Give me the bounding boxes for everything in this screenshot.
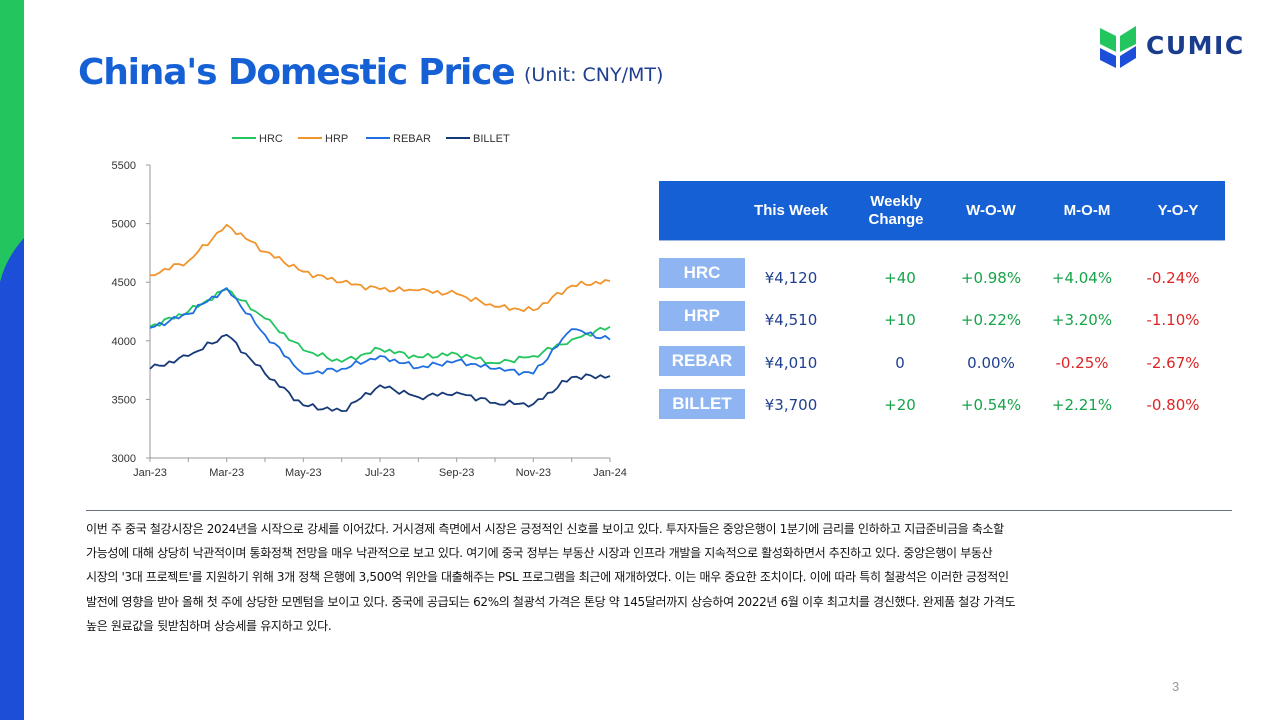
logo-text: CUMIC	[1146, 30, 1245, 60]
table-header-separator	[659, 240, 1225, 241]
cell-weekly-change: +10	[884, 311, 916, 329]
series-line-rebar	[149, 287, 611, 376]
row-label-hrp: HRP	[659, 301, 745, 331]
cell-mom: +2.21%	[1051, 396, 1113, 414]
series-line-hrp	[150, 223, 611, 312]
cell-weekly-change: +40	[884, 269, 916, 287]
cell-yoy: -1.10%	[1146, 311, 1200, 329]
section-divider	[86, 510, 1232, 511]
x-tick-label: Nov-23	[516, 467, 551, 479]
y-tick-label: 4500	[112, 277, 136, 289]
x-tick-label: Jul-23	[365, 467, 395, 479]
chart-axes: 3000 3500 4000 4500 5000 5500 Jan-23 Mar-23 May-…	[112, 160, 627, 479]
cell-this-week: ¥4,510	[764, 311, 818, 329]
y-tick-label: 4000	[112, 336, 136, 348]
chart-series	[149, 223, 611, 412]
cell-wow: +0.22%	[960, 311, 1022, 329]
commentary-line: 이번 주 중국 철강시장은 2024년을 시작으로 강세를 이어갔다. 거시경제…	[86, 522, 1004, 536]
chart-legend: HRC HRP REBAR BILLET	[232, 133, 510, 145]
leaf-logo-icon	[1100, 26, 1136, 68]
series-line-hrc	[149, 288, 611, 365]
commentary-line: 높은 원료값을 뒷받침하며 상승세를 유지하고 있다.	[86, 618, 332, 633]
price-line-chart: HRC HRP REBAR BILLET 3000 3500 4000 4500 5000 55…	[112, 133, 627, 479]
cell-this-week: ¥4,120	[764, 269, 818, 287]
legend-label: HRC	[259, 133, 283, 145]
legend-label: REBAR	[393, 133, 431, 145]
header-yoy: Y-O-Y	[1157, 201, 1199, 219]
y-tick-label: 3000	[112, 453, 136, 465]
cell-yoy: -0.80%	[1146, 396, 1200, 414]
cell-weekly-change: 0	[895, 354, 905, 372]
cell-mom: +3.20%	[1051, 311, 1113, 329]
side-accent-bar	[0, 0, 24, 720]
cell-weekly-change: +20	[884, 396, 916, 414]
row-label-hrc: HRC	[659, 258, 745, 288]
header-weekly-change: Weekly Change	[868, 192, 924, 228]
cell-this-week: ¥4,010	[764, 354, 818, 372]
x-tick-label: Jan-24	[593, 467, 627, 479]
x-tick-label: Mar-23	[209, 467, 244, 479]
x-tick-label: Jan-23	[133, 467, 167, 479]
cell-mom: -0.25%	[1055, 354, 1109, 372]
header-mom: M-O-M	[1063, 201, 1111, 219]
legend-label: BILLET	[473, 133, 510, 145]
cell-wow: +0.54%	[960, 396, 1022, 414]
y-tick-label: 5000	[112, 219, 136, 231]
page-title: China's Domestic Price	[78, 52, 516, 93]
cell-yoy: -0.24%	[1146, 269, 1200, 287]
cell-yoy: -2.67%	[1146, 354, 1200, 372]
cell-wow: 0.00%	[967, 354, 1015, 372]
page-number: 3	[1172, 679, 1180, 694]
cell-this-week: ¥3,700	[764, 396, 818, 414]
row-label-rebar: REBAR	[659, 346, 745, 376]
y-tick-label: 5500	[112, 160, 136, 172]
legend-label: HRP	[325, 133, 348, 145]
header-wow: W-O-W	[966, 201, 1016, 219]
y-tick-label: 3500	[112, 394, 136, 406]
header-this-week: This Week	[754, 201, 828, 219]
series-line-billet	[149, 334, 611, 412]
x-tick-label: Sep-23	[439, 467, 474, 479]
cell-mom: +4.04%	[1051, 269, 1113, 287]
market-commentary: 이번 주 중국 철강시장은 2024년을 시작으로 강세를 이어갔다. 거시경제…	[86, 517, 1216, 638]
unit-label: (Unit: CNY/MT)	[524, 64, 664, 86]
company-logo: CUMIC	[1098, 20, 1245, 70]
row-label-billet: BILLET	[659, 389, 745, 419]
x-tick-label: May-23	[285, 467, 322, 479]
cell-wow: +0.98%	[960, 269, 1022, 287]
price-table-header: This Week Weekly Change W-O-W M-O-M Y-O-…	[659, 181, 1225, 240]
commentary-line: 시장의 '3대 프로젝트'를 지원하기 위해 3개 정책 은행에 3,500억 …	[86, 570, 1009, 585]
commentary-line: 가능성에 대해 상당히 낙관적이며 통화정책 전망을 매우 낙관적으로 보고 있…	[86, 546, 993, 561]
commentary-line: 발전에 영향을 받아 올해 첫 주에 상당한 모멘텀을 보이고 있다. 중국에 …	[86, 594, 1016, 609]
